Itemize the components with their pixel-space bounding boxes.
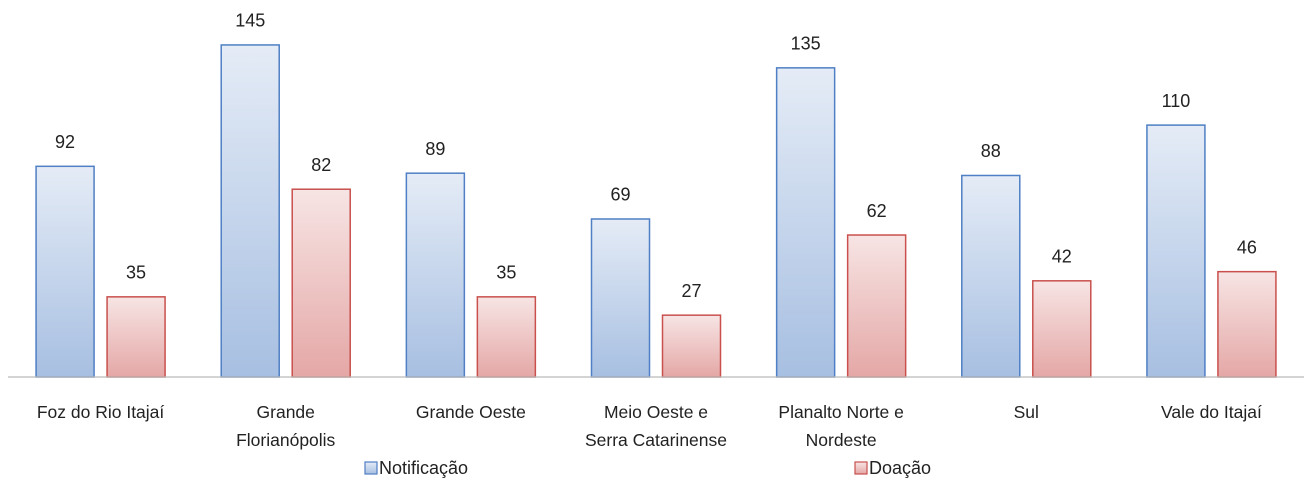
legend-swatch [364,461,378,475]
bar [1146,124,1206,378]
data-label: 69 [610,185,630,205]
bar [1032,280,1092,378]
data-label: 35 [496,263,516,283]
x-tick-label: Planalto Norte e Nordeste [778,402,904,450]
bar [291,188,351,378]
x-tick-label: Sul [1013,402,1039,422]
bar [590,218,651,378]
data-label: 110 [1162,91,1191,111]
legend-label: Notificação [379,458,468,478]
data-label: 82 [311,155,331,175]
data-label: 89 [425,139,445,159]
data-label: 46 [1237,237,1257,257]
bar [661,314,722,378]
data-label: 92 [55,132,75,152]
data-label: 62 [867,201,887,221]
legend-label: Doação [869,458,931,478]
data-label: 145 [235,11,265,31]
x-tick-label: Grande Florianópolis [236,402,336,450]
bar [846,234,907,378]
x-tick-label: Grande Oeste [415,402,526,422]
data-label: 35 [126,263,146,283]
legend-swatch [854,461,868,475]
bar [35,165,95,378]
x-tick-label: Vale do Itajaí [1160,402,1262,422]
bar [405,172,466,378]
data-label: 135 [791,34,821,54]
data-label: 27 [681,281,701,301]
bar [220,44,280,378]
x-tick-label: Meio Oeste e Serra Catarinense [584,402,728,450]
data-label: 42 [1052,247,1072,267]
data-label: 88 [981,141,1001,161]
bar [1217,270,1277,378]
bar [775,67,836,378]
bar [961,174,1021,378]
bar [476,296,537,378]
bar [106,296,166,378]
x-tick-label: Foz do Rio Itajaí [36,402,165,422]
